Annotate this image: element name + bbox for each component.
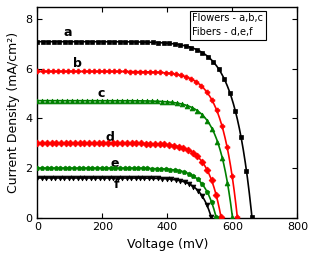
- Text: d: d: [106, 131, 115, 144]
- Text: b: b: [73, 57, 82, 70]
- X-axis label: Voltage (mV): Voltage (mV): [127, 238, 208, 251]
- Text: c: c: [98, 87, 105, 100]
- Y-axis label: Current Density (mA/cm²): Current Density (mA/cm²): [7, 32, 20, 193]
- Text: Flowers - a,b,c
Fibers - d,e,f: Flowers - a,b,c Fibers - d,e,f: [192, 13, 263, 37]
- Text: a: a: [64, 27, 72, 39]
- Text: f: f: [114, 179, 119, 191]
- Text: e: e: [111, 157, 119, 170]
